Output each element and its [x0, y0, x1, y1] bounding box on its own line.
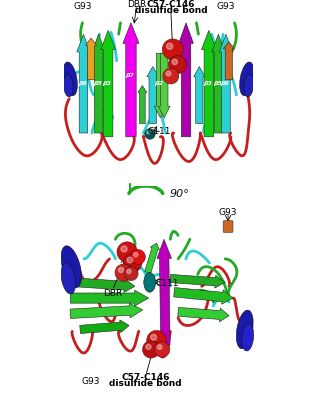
Text: disulfide bond: disulfide bond [109, 379, 182, 388]
FancyArrow shape [170, 274, 225, 288]
FancyArrow shape [70, 303, 143, 318]
Ellipse shape [63, 74, 73, 97]
Text: C111: C111 [156, 279, 179, 288]
FancyArrow shape [70, 290, 149, 306]
Circle shape [123, 253, 142, 272]
FancyArrow shape [174, 288, 233, 304]
FancyArrow shape [145, 243, 159, 274]
Text: G93: G93 [82, 377, 100, 386]
Text: β5: β5 [93, 81, 102, 86]
Text: β3: β3 [102, 81, 111, 86]
FancyArrow shape [179, 23, 193, 137]
Circle shape [131, 250, 146, 264]
Text: G93: G93 [217, 2, 235, 11]
FancyArrow shape [147, 66, 159, 124]
FancyArrow shape [123, 23, 139, 137]
FancyArrow shape [80, 320, 129, 334]
Circle shape [166, 43, 173, 50]
Circle shape [145, 129, 155, 139]
FancyArrow shape [86, 38, 97, 80]
FancyArrow shape [202, 30, 216, 137]
Circle shape [142, 341, 160, 358]
Ellipse shape [63, 62, 77, 96]
Circle shape [127, 269, 131, 274]
FancyArrow shape [157, 239, 171, 345]
FancyArrow shape [77, 34, 90, 133]
Text: β7: β7 [125, 74, 134, 78]
Circle shape [151, 334, 157, 340]
Circle shape [172, 59, 178, 65]
Circle shape [166, 71, 171, 76]
Ellipse shape [61, 246, 81, 288]
FancyArrow shape [158, 53, 170, 118]
Text: β2: β2 [154, 81, 163, 86]
Ellipse shape [244, 74, 254, 97]
Ellipse shape [144, 273, 156, 292]
Circle shape [124, 266, 138, 281]
Circle shape [146, 344, 151, 350]
Circle shape [163, 68, 179, 84]
Text: G93: G93 [73, 2, 92, 11]
Circle shape [115, 264, 132, 281]
Circle shape [147, 330, 166, 350]
Text: DBR: DBR [103, 289, 122, 298]
Circle shape [127, 257, 133, 263]
Circle shape [162, 39, 183, 60]
Circle shape [154, 342, 170, 357]
FancyArrow shape [194, 66, 205, 124]
Circle shape [121, 246, 127, 252]
Text: β6: β6 [220, 81, 229, 86]
Text: C111: C111 [148, 126, 171, 136]
Ellipse shape [236, 310, 253, 349]
FancyArrow shape [178, 308, 229, 322]
Text: disulfide bond: disulfide bond [134, 6, 207, 15]
Circle shape [157, 345, 162, 350]
Ellipse shape [242, 324, 254, 351]
Circle shape [119, 268, 124, 273]
FancyArrow shape [101, 30, 115, 137]
FancyArrow shape [219, 34, 233, 133]
Text: G93: G93 [219, 208, 237, 217]
Ellipse shape [240, 62, 254, 96]
Circle shape [168, 56, 187, 74]
Circle shape [147, 131, 150, 134]
Circle shape [133, 252, 138, 257]
Text: DBR: DBR [127, 0, 146, 9]
FancyArrow shape [92, 34, 105, 133]
Ellipse shape [61, 263, 76, 294]
FancyArrow shape [154, 53, 167, 118]
Text: β6: β6 [78, 81, 87, 86]
Circle shape [117, 242, 137, 262]
FancyBboxPatch shape [223, 221, 233, 232]
FancyArrow shape [138, 86, 147, 124]
Text: β5: β5 [213, 81, 222, 86]
Text: β3: β3 [203, 81, 212, 86]
Text: C57-C146: C57-C146 [146, 0, 195, 9]
Text: C57-C146: C57-C146 [121, 373, 170, 382]
FancyArrow shape [212, 34, 225, 133]
Text: 90°: 90° [170, 189, 190, 199]
FancyArrow shape [223, 42, 234, 80]
FancyArrow shape [76, 278, 135, 292]
